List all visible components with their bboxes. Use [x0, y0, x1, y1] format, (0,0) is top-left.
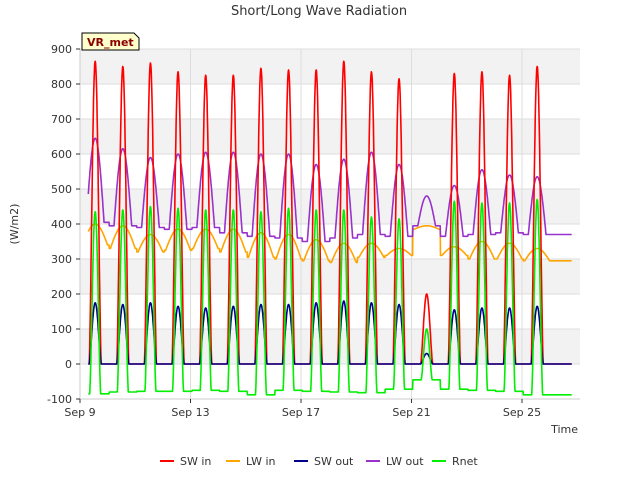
x-axis-label: Time — [550, 423, 578, 436]
y-tick-label: 300 — [51, 253, 72, 266]
legend-item-lw-out: LW out — [366, 455, 424, 468]
legend-label: LW out — [386, 455, 424, 468]
y-tick-label: 100 — [51, 323, 72, 336]
legend-label: LW in — [246, 455, 276, 468]
y-tick-label: 500 — [51, 183, 72, 196]
plot-band — [80, 189, 580, 224]
legend: SW in LW in SW out LW out Rnet — [160, 455, 478, 468]
legend-label: Rnet — [452, 455, 478, 468]
x-tick-label: Sep 25 — [503, 406, 541, 419]
legend-item-sw-out: SW out — [294, 455, 354, 468]
x-tick-label: Sep 9 — [64, 406, 95, 419]
plot-band — [80, 259, 580, 294]
site-badge: VR_met — [81, 32, 140, 51]
x-tick-label: Sep 17 — [282, 406, 320, 419]
x-tick-label: Sep 21 — [392, 406, 430, 419]
plot-band — [80, 329, 580, 364]
axes: -100 0 100 200 300 400 500 600 700 800 900 Sep 9 Sep… — [47, 43, 580, 419]
y-tick-label: 700 — [51, 113, 72, 126]
site-badge-label: VR_met — [87, 36, 134, 49]
chart-title: Short/Long Wave Radiation — [231, 4, 407, 19]
y-tick-label: 200 — [51, 288, 72, 301]
series-line-lw-out — [87, 137, 573, 243]
series-line-rnet — [87, 198, 573, 396]
y-tick-label: 0 — [65, 358, 72, 371]
series-line-sw-out — [87, 300, 573, 365]
legend-label: SW out — [314, 455, 354, 468]
legend-item-sw-in: SW in — [160, 455, 211, 468]
y-tick-label: -100 — [47, 393, 72, 406]
y-tick-label: 400 — [51, 218, 72, 231]
series-layer — [87, 60, 573, 396]
x-tick-label: Sep 13 — [171, 406, 209, 419]
legend-item-rnet: Rnet — [432, 455, 478, 468]
series-line-lw-in — [87, 223, 573, 264]
plot-band — [80, 119, 580, 154]
y-tick-label: 600 — [51, 148, 72, 161]
y-tick-label: 900 — [51, 43, 72, 56]
y-axis-label: (W/m2) — [8, 204, 21, 245]
legend-label: SW in — [180, 455, 211, 468]
y-tick-label: 800 — [51, 78, 72, 91]
plot-band — [80, 49, 580, 84]
legend-item-lw-in: LW in — [226, 455, 276, 468]
